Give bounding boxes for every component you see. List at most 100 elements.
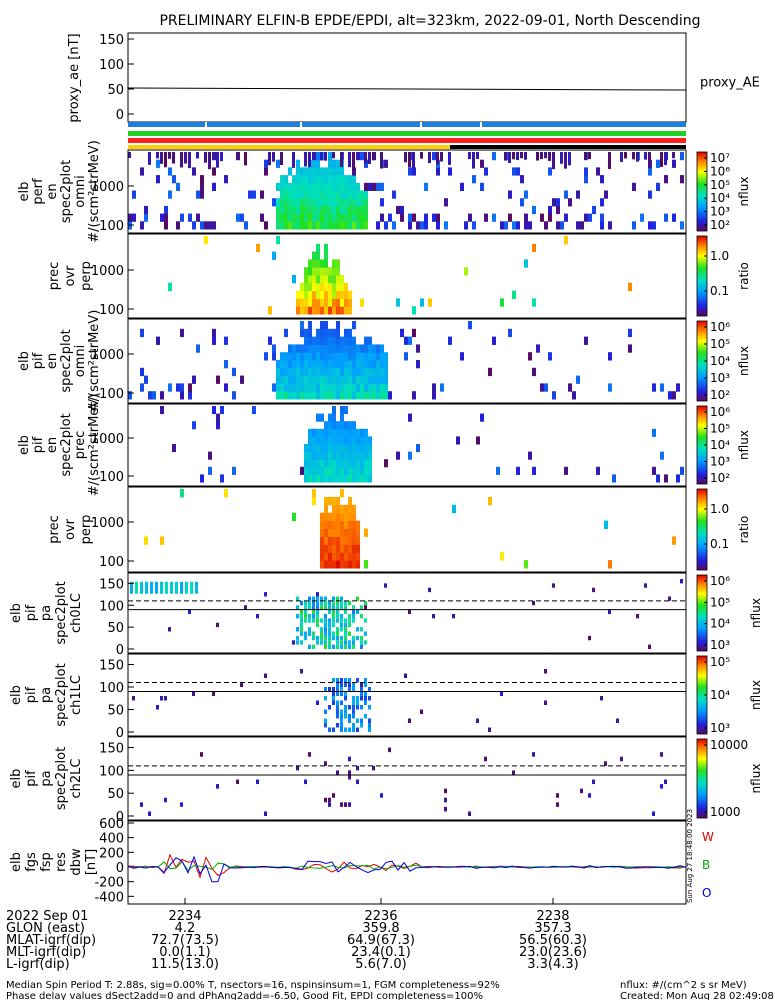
heatmap-cell [340, 687, 343, 692]
heatmap-cell [328, 336, 332, 345]
heatmap-cell [652, 428, 656, 437]
heatmap-cell [344, 536, 348, 545]
heatmap-cell [352, 560, 356, 569]
heatmap-cell [520, 175, 524, 184]
heatmap-cell [224, 489, 228, 498]
heatmap-cell [320, 190, 324, 199]
heatmap-cell [300, 205, 304, 215]
y-label-part: perp [79, 261, 94, 291]
heatmap-cell [308, 752, 311, 757]
heatmap-cell [596, 167, 600, 176]
panel-bg [128, 150, 686, 233]
heatmap-cell [284, 360, 288, 369]
heatmap-cell [588, 793, 591, 798]
heatmap-cell [352, 367, 356, 377]
heatmap-cell [360, 344, 364, 353]
colorbar-tick-label: 10⁴ [710, 438, 730, 452]
heatmap-cell [328, 627, 331, 632]
heatmap-cell [324, 605, 327, 610]
heatmap-cell [324, 251, 328, 260]
heatmap-cell [360, 428, 364, 437]
heatmap-cell [304, 152, 307, 167]
heatmap-cell [664, 175, 668, 184]
heatmap-cell [356, 528, 360, 537]
heatmap-cell [348, 451, 352, 460]
heatmap-cell [352, 190, 356, 199]
heatmap-cell [464, 221, 468, 230]
heatmap-cell [312, 159, 316, 168]
heatmap-cell [296, 298, 300, 307]
heatmap-cell [276, 221, 280, 230]
y-tick-label: 1000 [91, 516, 124, 531]
heatmap-cell [320, 175, 324, 184]
heatmap-cell [336, 267, 340, 276]
heatmap-cell [532, 243, 536, 253]
heatmap-cell [208, 451, 212, 460]
heatmap-cell [636, 614, 639, 619]
heatmap-cell [276, 205, 280, 215]
heatmap-cell [128, 152, 131, 159]
heatmap-cell [292, 375, 296, 384]
heatmap-cell [308, 352, 312, 361]
heatmap-cell [324, 213, 328, 222]
heatmap-cell [328, 375, 332, 384]
colorbar-label: nflux [749, 598, 763, 628]
heatmap-cell [520, 198, 524, 207]
heatmap-cell [160, 536, 164, 545]
heatmap-cell [130, 581, 133, 594]
heatmap-cell [352, 436, 356, 445]
heatmap-cell [400, 328, 404, 338]
heatmap-cell [296, 182, 300, 191]
heatmap-cell [320, 275, 324, 284]
heatmap-cell [376, 360, 380, 369]
heatmap-cell [240, 213, 244, 222]
heatmap-cell [168, 152, 171, 159]
heatmap-cell [340, 614, 343, 619]
heatmap-cell [264, 221, 268, 230]
heatmap-cell [584, 167, 588, 176]
heatmap-cell [424, 221, 428, 230]
heatmap-cell [308, 321, 312, 330]
heatmap-cell [336, 306, 340, 315]
heatmap-cell [360, 383, 364, 392]
heatmap-cell [324, 596, 327, 601]
heatmap-cell [272, 152, 275, 162]
heatmap-cell [568, 152, 571, 166]
ephem-value: 11.5(13.0) [151, 957, 219, 972]
heatmap-cell [320, 428, 324, 437]
heatmap-cell [304, 614, 307, 619]
heatmap-cell [340, 444, 344, 453]
heatmap-cell [284, 375, 288, 384]
heatmap-cell [224, 360, 228, 369]
heatmap-cell [344, 727, 347, 732]
heatmap-cell [312, 489, 316, 498]
heatmap-cell [276, 360, 280, 369]
heatmap-cell [144, 213, 148, 222]
heatmap-cell [384, 360, 388, 369]
heatmap-cell [364, 696, 367, 701]
heatmap-cell [280, 221, 284, 230]
heatmap-cell [376, 221, 380, 230]
heatmap-cell [300, 360, 304, 369]
heatmap-cell [300, 609, 303, 614]
heatmap-cell [356, 428, 360, 437]
heatmap-cell [428, 152, 431, 164]
heatmap-cell [356, 360, 360, 369]
heatmap-cell [536, 152, 539, 161]
panel-frame [127, 572, 687, 654]
heatmap-cell [320, 605, 323, 610]
heatmap-cell [344, 391, 348, 400]
heatmap-cell [240, 375, 244, 384]
heatmap-cell [348, 682, 351, 687]
heatmap-cell [340, 413, 344, 422]
heatmap-cell [360, 644, 363, 649]
heatmap-cell [336, 298, 340, 307]
heatmap-cell [336, 391, 340, 400]
heatmap-cell [340, 520, 344, 529]
heatmap-cell [364, 474, 368, 483]
heatmap-cell [312, 383, 316, 392]
heatmap-cell [140, 383, 144, 392]
heatmap-cell [332, 275, 336, 284]
heatmap-cell [316, 290, 320, 299]
